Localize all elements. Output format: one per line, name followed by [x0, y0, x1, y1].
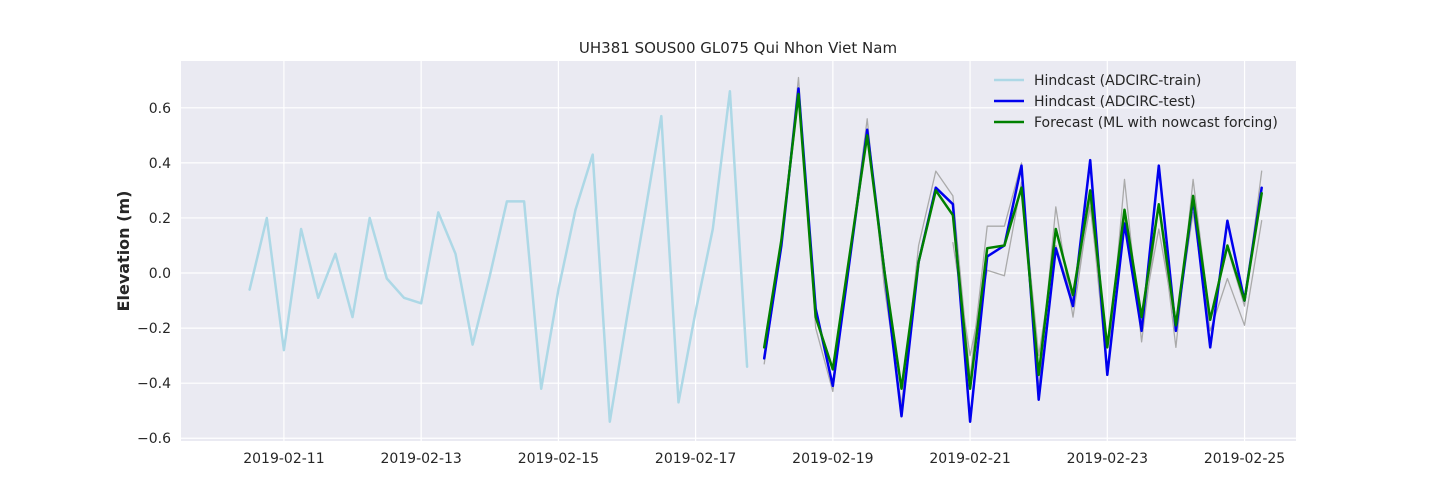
x-tick-label: 2019-02-13 [380, 451, 461, 467]
y-tick-label: 0.6 [149, 101, 171, 117]
x-tick-label: 2019-02-11 [243, 451, 324, 467]
series-line-4 [762, 92, 1263, 390]
plot-area [181, 61, 1296, 441]
y-tick-label: 0.4 [149, 156, 171, 172]
legend-label: Hindcast (ADCIRC-train) [1034, 73, 1201, 89]
y-tick-label: 0.0 [149, 266, 171, 282]
x-tick-label: 2019-02-17 [655, 451, 736, 467]
series-line-2 [248, 90, 749, 423]
axis-ticks: 2019-02-11 2019-02-13 2019-02-15 2019-02-17… [137, 101, 1285, 467]
y-tick-label: −0.6 [137, 431, 171, 447]
x-tick-label: 2019-02-25 [1204, 451, 1285, 467]
x-tick-label: 2019-02-23 [1067, 451, 1148, 467]
x-tick-label: 2019-02-21 [929, 451, 1010, 467]
y-tick-label: −0.2 [137, 321, 171, 337]
legend-label: Forecast (ML with nowcast forcing) [1034, 115, 1278, 131]
legend-label: Hindcast (ADCIRC-test) [1034, 94, 1196, 110]
x-tick-label: 2019-02-19 [792, 451, 873, 467]
x-tick-label: 2019-02-15 [518, 451, 599, 467]
legend: Hindcast (ADCIRC-train) Hindcast (ADCIRC-… [994, 73, 1278, 131]
y-tick-label: −0.4 [137, 376, 171, 392]
chart-title: UH381 SOUS00 GL075 Qui Nhon Viet Nam [579, 39, 897, 57]
y-axis-label: Elevation (m) [114, 191, 133, 312]
series-lines [248, 76, 1263, 423]
y-tick-label: 0.2 [149, 211, 171, 227]
